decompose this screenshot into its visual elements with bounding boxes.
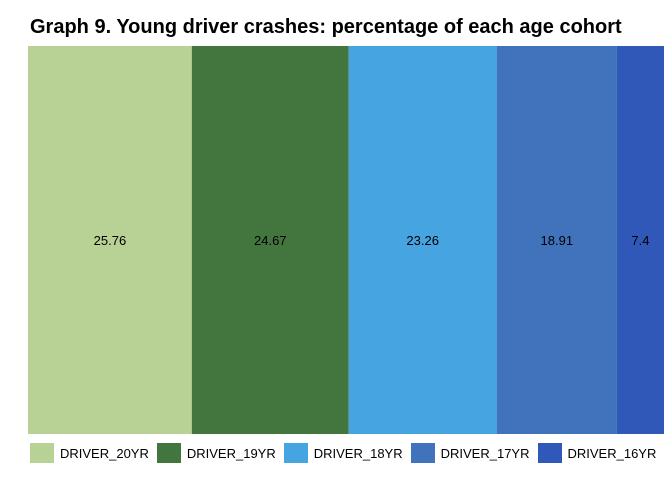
legend-item-driver_18yr: DRIVER_18YR bbox=[283, 443, 403, 463]
legend-item-driver_19yr: DRIVER_19YR bbox=[156, 443, 276, 463]
bar-segment-driver_17yr bbox=[496, 46, 617, 434]
data-label-driver_20yr: 25.76 bbox=[94, 233, 127, 248]
data-label-driver_18yr: 23.26 bbox=[406, 233, 439, 248]
chart-legend: DRIVER_20YR DRIVER_19YR DRIVER_18YR DRIVER_… bbox=[30, 443, 664, 463]
legend-swatch bbox=[156, 443, 181, 463]
bar-segment-driver_20yr bbox=[28, 46, 192, 434]
chart-title: Graph 9. Young driver crashes: percentag… bbox=[30, 16, 622, 38]
legend-label: DRIVER_17YR bbox=[440, 445, 530, 461]
legend-swatch bbox=[537, 443, 562, 463]
legend-item-driver_16yr: DRIVER_16YR bbox=[537, 443, 657, 463]
legend-label: DRIVER_16YR bbox=[567, 445, 657, 461]
legend-swatch bbox=[283, 443, 308, 463]
data-label-driver_19yr: 24.67 bbox=[254, 233, 287, 248]
bar-segment-driver_19yr bbox=[191, 46, 349, 434]
legend-item-driver_20yr: DRIVER_20YR bbox=[30, 443, 149, 463]
legend-label: DRIVER_20YR bbox=[60, 445, 149, 461]
data-label-group: 25.76 24.67 23.26 18.91 7.4 bbox=[94, 233, 650, 248]
legend-swatch bbox=[30, 443, 54, 463]
bar-segment-driver_18yr bbox=[348, 46, 497, 434]
bar-segment-driver_16yr bbox=[616, 46, 664, 434]
data-label-driver_17yr: 18.91 bbox=[541, 233, 574, 248]
legend-label: DRIVER_18YR bbox=[313, 445, 403, 461]
legend-swatch bbox=[410, 443, 435, 463]
legend-label: DRIVER_19YR bbox=[186, 445, 276, 461]
stacked-bar-group bbox=[28, 46, 664, 434]
legend-item-driver_17yr: DRIVER_17YR bbox=[410, 443, 530, 463]
data-label-driver_16yr: 7.4 bbox=[631, 233, 649, 248]
